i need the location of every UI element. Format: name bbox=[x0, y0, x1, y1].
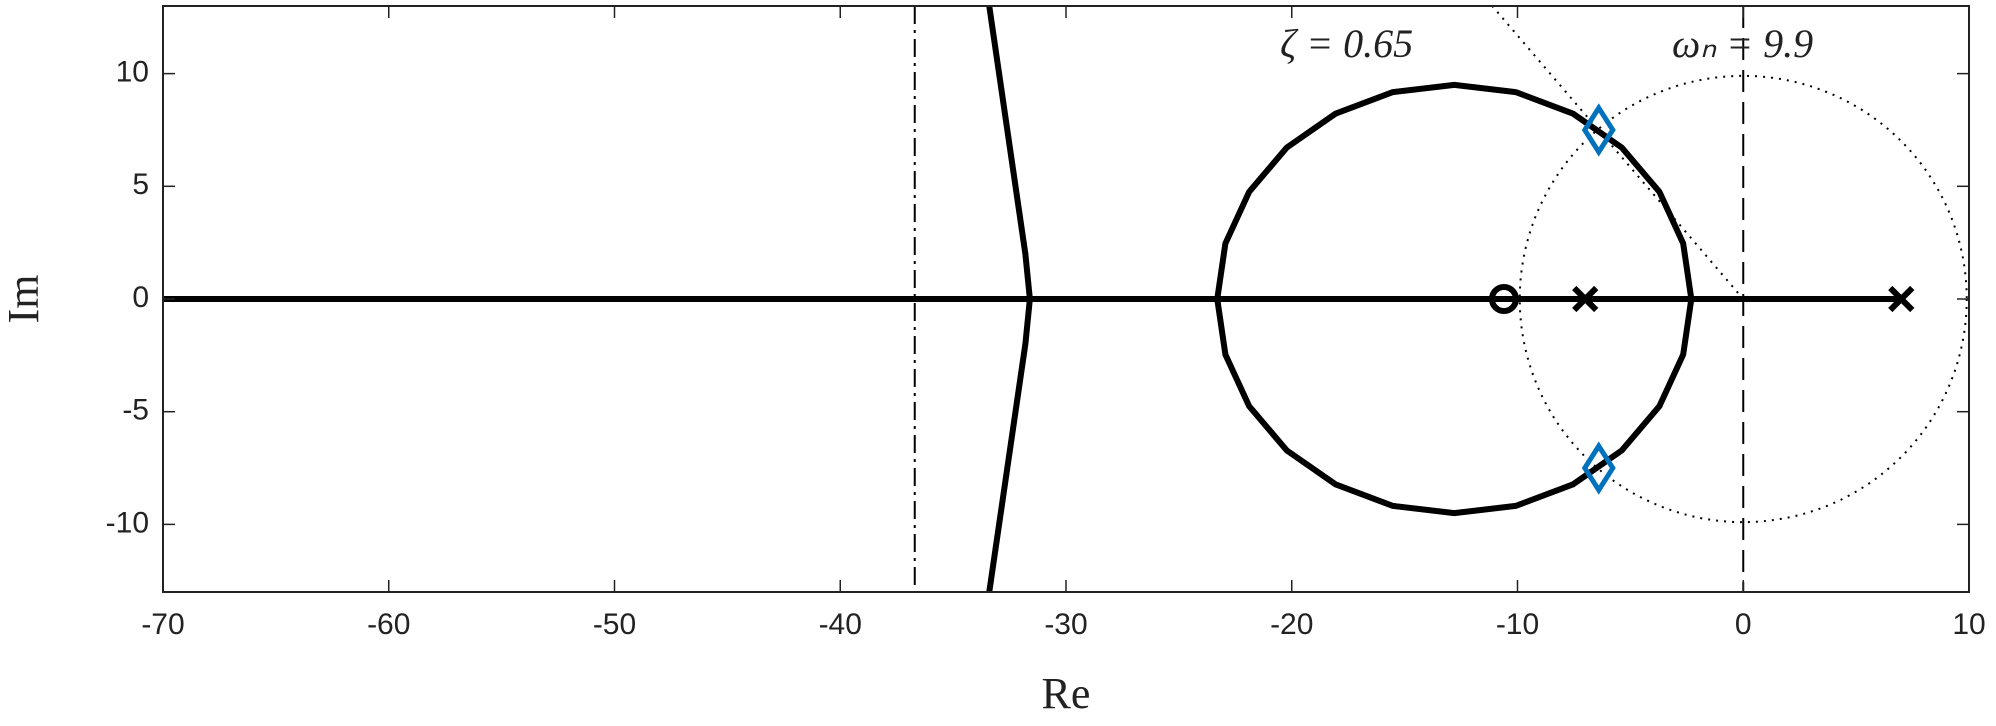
y-tick-label: -10 bbox=[106, 506, 149, 539]
y-tick-label: -5 bbox=[122, 394, 149, 427]
annotation: ωₙ = 9.9 bbox=[1672, 21, 1813, 66]
x-tick-label: 0 bbox=[1735, 608, 1752, 641]
y-axis-label: Im bbox=[0, 275, 48, 324]
pole-marker bbox=[1888, 285, 1915, 313]
locus-branch bbox=[986, 6, 1033, 592]
zero-marker bbox=[1488, 284, 1519, 314]
x-tick-label: 10 bbox=[1952, 608, 1985, 641]
plot-frame bbox=[162, 5, 1970, 593]
x-tick-label: -30 bbox=[1044, 608, 1087, 641]
locus-branch bbox=[1214, 81, 1695, 517]
selected-pole bbox=[1581, 103, 1616, 157]
pole-marker bbox=[1572, 285, 1599, 313]
y-tick-label: 10 bbox=[116, 56, 149, 89]
x-tick-label: -20 bbox=[1270, 608, 1313, 641]
selected-pole bbox=[1581, 441, 1616, 495]
x-tick-label: -70 bbox=[141, 608, 184, 641]
plot-area bbox=[163, 6, 1968, 592]
x-tick-label: -60 bbox=[367, 608, 410, 641]
x-tick-label: -10 bbox=[1496, 608, 1539, 641]
x-tick-label: -40 bbox=[819, 608, 862, 641]
x-axis-label: Re bbox=[1042, 669, 1091, 718]
y-tick-label: 5 bbox=[132, 168, 149, 201]
annotation: ζ = 0.65 bbox=[1280, 21, 1413, 66]
x-tick-label: -50 bbox=[593, 608, 636, 641]
y-tick-label: 0 bbox=[132, 281, 149, 314]
